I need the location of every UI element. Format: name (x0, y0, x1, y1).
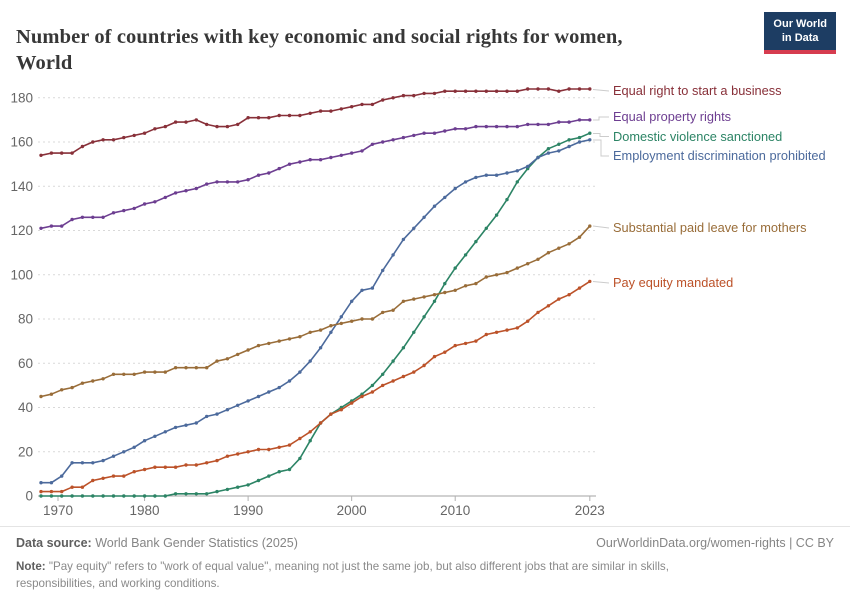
attribution-link[interactable]: OurWorldinData.org/women-rights | CC BY (596, 536, 834, 550)
svg-text:180: 180 (10, 90, 33, 105)
svg-text:2010: 2010 (440, 503, 470, 518)
data-source-value: World Bank Gender Statistics (2025) (95, 536, 298, 550)
data-source: Data source: World Bank Gender Statistic… (16, 535, 298, 552)
svg-text:100: 100 (10, 267, 33, 282)
svg-text:1980: 1980 (130, 503, 160, 518)
svg-text:40: 40 (18, 400, 33, 415)
gridlines (38, 97, 596, 453)
svg-text:20: 20 (18, 444, 33, 459)
owid-logo-line1: Our World (773, 18, 827, 30)
svg-text:140: 140 (10, 179, 33, 194)
axes: 0 20 40 60 80 100 120 140 160 180 1970 1980 1990 2000… (10, 90, 604, 518)
svg-text:0: 0 (25, 489, 33, 504)
page-title: Number of countries with key economic an… (16, 25, 623, 75)
legend-label-paid-leave: Substantial paid leave for mothers (613, 220, 807, 235)
chart-footer: Data source: World Bank Gender Statistic… (0, 526, 850, 593)
chart-note: Note: "Pay equity" refers to "work of eq… (16, 558, 726, 593)
svg-text:1970: 1970 (43, 503, 73, 518)
line-employment (41, 139, 590, 484)
legend-label-employment-discrimination: Employment discrimination prohibited (613, 148, 826, 163)
legend-label-start-business: Equal right to start a business (613, 83, 782, 98)
owid-logo: Our World in Data (764, 12, 836, 54)
line-domestic_violence (41, 132, 591, 497)
svg-text:120: 120 (10, 223, 33, 238)
line-business (40, 88, 590, 157)
line-pay_equity (41, 280, 591, 493)
svg-text:2023: 2023 (575, 503, 605, 518)
owid-logo-line2: in Data (781, 32, 819, 45)
legend-label-pay-equity: Pay equity mandated (613, 275, 734, 290)
note-text: "Pay equity" refers to "work of equal va… (16, 559, 669, 591)
series-lines (39, 87, 592, 498)
svg-text:160: 160 (10, 135, 33, 150)
note-label: Note: (16, 559, 46, 573)
line-chart: 0 20 40 60 80 100 120 140 160 180 1970 1980 1990 2000… (10, 87, 610, 518)
legend-label-property-rights: Equal property rights (613, 109, 732, 124)
svg-text:2000: 2000 (337, 503, 367, 518)
svg-text:1990: 1990 (233, 503, 263, 518)
line-paid_leave (40, 225, 591, 398)
legend-label-domestic-violence: Domestic violence sanctioned (613, 129, 783, 144)
line-property (40, 119, 590, 230)
legend-connector-lines (592, 89, 610, 284)
svg-text:80: 80 (18, 312, 33, 327)
data-source-label: Data source: (16, 536, 92, 550)
svg-text:60: 60 (18, 356, 33, 371)
